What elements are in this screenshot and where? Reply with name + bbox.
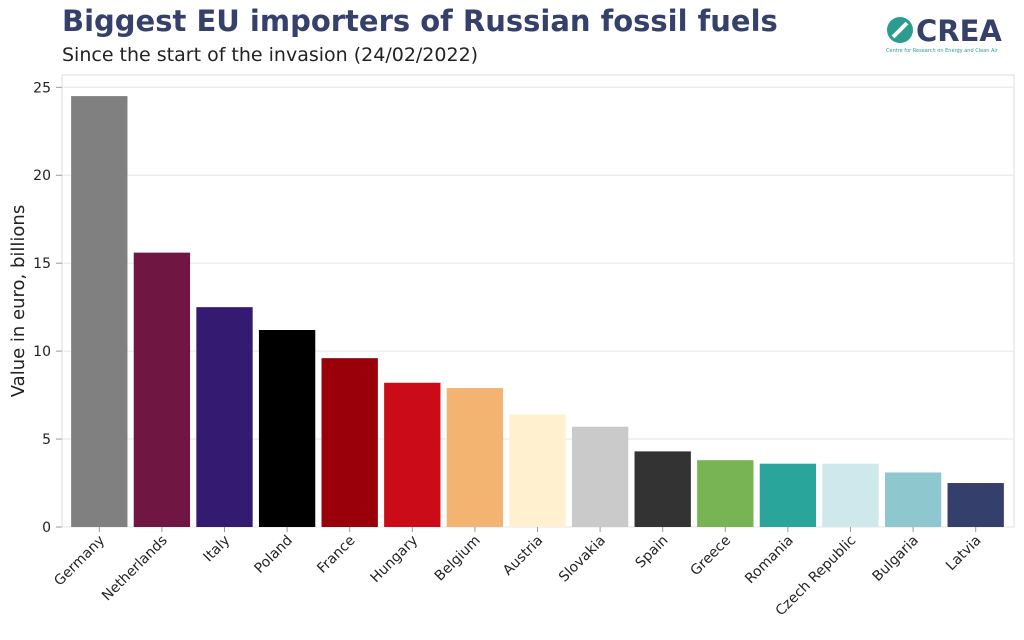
- bar: [947, 483, 1004, 527]
- x-tick-label: Slovakia: [556, 533, 609, 586]
- bar: [759, 463, 817, 527]
- y-tick-label: 20: [33, 168, 51, 184]
- y-tick-label: 0: [42, 520, 51, 536]
- x-tick-label: Romania: [742, 533, 797, 588]
- bar: [697, 460, 754, 527]
- y-tick-label: 5: [42, 432, 51, 448]
- bar: [321, 358, 378, 527]
- x-tick-label: Hungary: [368, 533, 422, 587]
- x-tick-label: Greece: [688, 533, 735, 580]
- x-tick-label: Netherlands: [99, 533, 171, 605]
- x-tick-label: Germany: [51, 533, 108, 590]
- bar: [133, 252, 191, 527]
- bar: [384, 382, 441, 527]
- logo-name: CREA: [916, 14, 1002, 48]
- chart-title: Biggest EU importers of Russian fossil f…: [62, 4, 778, 38]
- bar: [884, 472, 942, 527]
- y-tick-label: 15: [33, 256, 51, 272]
- x-tick-label: Austria: [500, 533, 546, 579]
- bar: [822, 463, 879, 527]
- y-tick-label: 25: [33, 80, 51, 96]
- x-tick-label: Latvia: [943, 533, 984, 574]
- x-tick-label: France: [314, 533, 358, 577]
- bar: [634, 451, 691, 527]
- bar: [509, 414, 566, 527]
- y-tick-label: 10: [33, 344, 51, 360]
- logo-mark: [891, 21, 909, 39]
- y-axis-label: Value in euro, billions: [8, 205, 29, 397]
- x-tick-label: Italy: [201, 533, 234, 566]
- chart-subtitle: Since the start of the invasion (24/02/2…: [62, 44, 478, 66]
- x-tick-label: Bulgaria: [870, 533, 922, 585]
- bar: [446, 388, 504, 527]
- x-tick-label: Spain: [633, 533, 672, 572]
- bar: [258, 330, 316, 527]
- bar: [196, 307, 253, 527]
- logo-tagline: Centre for Research on Energy and Clean …: [886, 48, 999, 54]
- x-tick-label: Poland: [252, 533, 296, 577]
- bar: [571, 426, 629, 527]
- bar: [71, 96, 128, 528]
- x-tick-label: Belgium: [432, 533, 484, 585]
- logo: CREA Centre for Research on Energy and C…: [886, 14, 1002, 54]
